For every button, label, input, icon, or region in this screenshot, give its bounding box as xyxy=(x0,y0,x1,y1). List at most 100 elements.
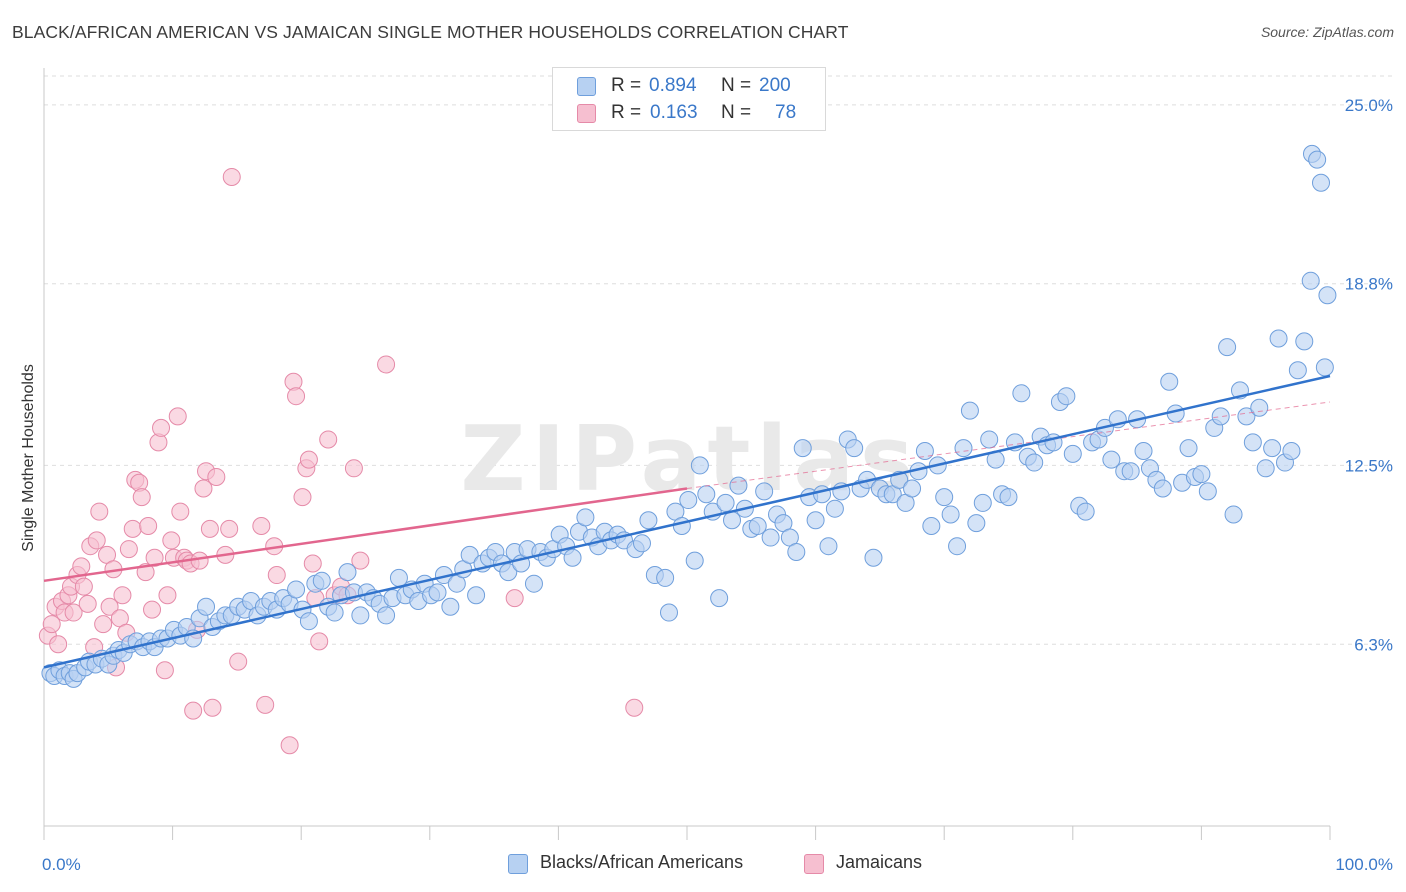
black-point xyxy=(967,514,986,533)
jamaican-point xyxy=(64,603,83,622)
black-point xyxy=(973,493,992,512)
jamaican-point xyxy=(100,597,119,616)
blacks-swatch xyxy=(577,77,596,96)
black-point xyxy=(729,476,748,495)
black-point xyxy=(1192,465,1211,484)
jamaican-point xyxy=(293,488,312,507)
black-point xyxy=(1134,442,1153,460)
black-point xyxy=(428,583,447,602)
chart-title: BLACK/AFRICAN AMERICAN VS JAMAICAN SINGL… xyxy=(12,22,849,42)
black-point xyxy=(954,439,973,458)
tick-labels: 6.3% 12.5% 18.8% 25.0% 0.0% 100.0% xyxy=(42,96,1393,874)
black-point xyxy=(813,485,832,504)
black-point xyxy=(1218,338,1237,357)
black-point xyxy=(806,511,825,530)
jamaican-point xyxy=(190,551,209,570)
black-point xyxy=(755,482,774,501)
x-tick-label-min: 0.0% xyxy=(42,855,81,874)
black-point xyxy=(980,430,999,449)
black-point xyxy=(351,606,370,625)
y-axis-label: Single Mother Households xyxy=(20,364,37,552)
black-point xyxy=(941,505,960,524)
jamaican-point xyxy=(207,467,226,486)
black-point xyxy=(287,580,306,599)
jamaican-point xyxy=(222,167,241,186)
jamaican-point xyxy=(280,736,299,755)
black-point xyxy=(1102,450,1121,469)
n-label: N = xyxy=(721,102,752,123)
black-point xyxy=(903,479,922,498)
black-point xyxy=(659,603,678,622)
black-point xyxy=(1263,439,1282,458)
r-label: R = xyxy=(611,75,642,96)
jamaican-point xyxy=(377,355,396,374)
n-label: N = xyxy=(721,75,752,96)
jamaican-point xyxy=(155,661,174,680)
jamaican-point xyxy=(171,502,190,521)
black-point xyxy=(377,606,396,625)
black-point xyxy=(716,493,735,512)
black-point xyxy=(441,597,460,616)
black-point xyxy=(1315,358,1334,377)
jamaican-point xyxy=(299,450,318,469)
black-point xyxy=(690,456,709,475)
jamaican-point xyxy=(42,615,61,634)
source-label: Source: ZipAtlas.com xyxy=(1260,24,1394,40)
black-point xyxy=(672,517,691,535)
r-value-jamaicans: 0.163 xyxy=(650,102,698,123)
jamaican-point xyxy=(351,551,370,570)
y-tick-label: 18.8% xyxy=(1345,275,1393,294)
black-point xyxy=(761,528,780,547)
black-point xyxy=(1160,372,1179,391)
black-point xyxy=(819,537,838,556)
black-point xyxy=(1198,482,1217,501)
black-point xyxy=(1025,453,1044,472)
black-point xyxy=(576,508,595,527)
black-point xyxy=(864,548,883,567)
black-point xyxy=(467,586,486,605)
black-point xyxy=(935,488,954,507)
jamaican-point xyxy=(229,652,248,671)
black-point xyxy=(460,545,479,564)
black-point xyxy=(915,442,934,460)
jamaican-point xyxy=(344,459,363,478)
jamaican-point xyxy=(303,554,322,573)
stats-legend: R = 0.894 N = 200 R = 0.163 N = 78 xyxy=(552,67,826,131)
black-point xyxy=(656,568,675,587)
x-tick-label-max: 100.0% xyxy=(1335,855,1393,874)
black-point xyxy=(1308,150,1327,169)
black-point xyxy=(1301,271,1320,290)
black-point xyxy=(325,603,344,622)
black-point xyxy=(1256,459,1275,478)
black-point xyxy=(1211,407,1230,426)
blacks-trend-line xyxy=(43,374,1331,669)
black-point xyxy=(697,485,716,504)
jamaicans-trend-line xyxy=(43,487,688,583)
black-point xyxy=(1318,286,1337,305)
jamaican-point xyxy=(123,519,142,538)
n-value-blacks: 200 xyxy=(759,75,791,96)
black-point xyxy=(685,551,704,570)
jamaican-point xyxy=(119,540,138,559)
black-point xyxy=(1311,173,1330,192)
jamaican-point xyxy=(310,632,329,651)
jamaican-point xyxy=(94,615,113,634)
jamaican-point xyxy=(145,548,164,567)
jamaican-point xyxy=(152,418,171,437)
black-point xyxy=(1179,439,1198,458)
black-point xyxy=(1153,479,1172,498)
black-point xyxy=(948,537,967,556)
black-point xyxy=(1237,407,1256,426)
black-point xyxy=(922,517,941,535)
jamaicans-swatch xyxy=(577,104,596,123)
jamaican-point xyxy=(72,557,91,576)
jamaican-point xyxy=(184,701,203,720)
r-label: R = xyxy=(611,102,642,123)
black-point xyxy=(1250,398,1269,417)
jamaican-point xyxy=(74,577,93,596)
jamaicans-trend-extension xyxy=(686,401,1331,489)
black-point xyxy=(1269,329,1288,348)
black-point xyxy=(793,439,812,458)
black-point xyxy=(1243,433,1262,452)
